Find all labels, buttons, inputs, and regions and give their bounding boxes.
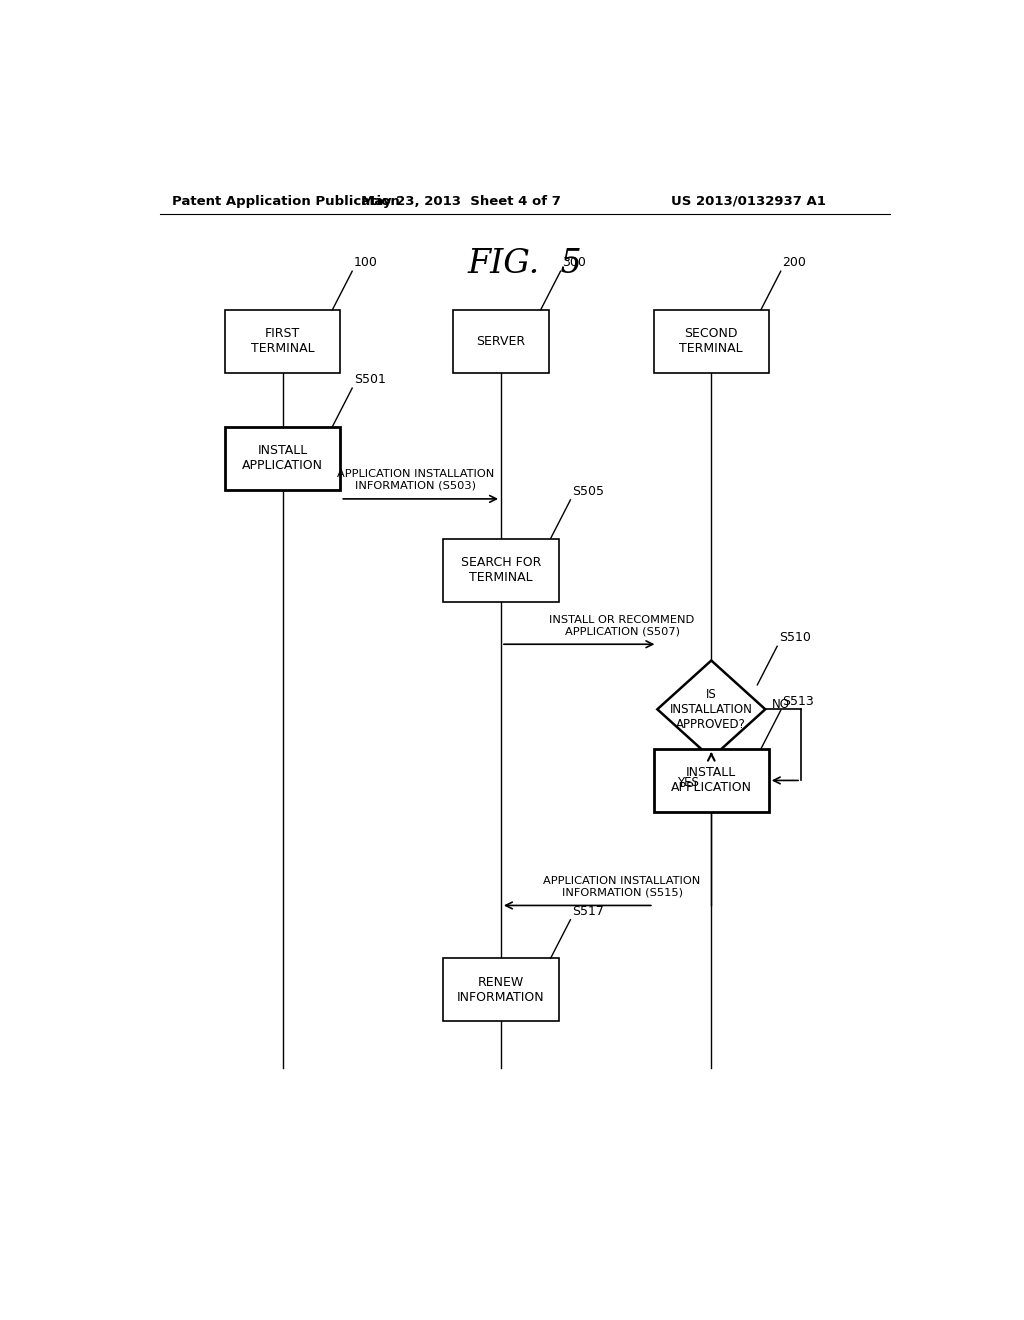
Text: S501: S501 [353, 374, 386, 385]
Text: US 2013/0132937 A1: US 2013/0132937 A1 [672, 194, 826, 207]
Text: S505: S505 [572, 484, 604, 498]
Text: 200: 200 [782, 256, 806, 269]
Text: 100: 100 [353, 256, 378, 269]
FancyBboxPatch shape [653, 310, 769, 372]
Text: May 23, 2013  Sheet 4 of 7: May 23, 2013 Sheet 4 of 7 [361, 194, 561, 207]
Text: YES: YES [678, 776, 699, 789]
FancyBboxPatch shape [225, 310, 340, 372]
Text: NO: NO [772, 698, 790, 710]
Text: SEARCH FOR
TERMINAL: SEARCH FOR TERMINAL [461, 556, 541, 583]
Text: S510: S510 [778, 631, 811, 644]
Text: FIRST
TERMINAL: FIRST TERMINAL [251, 327, 314, 355]
Text: 300: 300 [562, 256, 586, 269]
Text: APPLICATION INSTALLATION
INFORMATION (S503): APPLICATION INSTALLATION INFORMATION (S5… [337, 469, 495, 491]
Text: INSTALL
APPLICATION: INSTALL APPLICATION [671, 767, 752, 795]
Text: INSTALL OR RECOMMEND
APPLICATION (S507): INSTALL OR RECOMMEND APPLICATION (S507) [550, 615, 694, 636]
Text: SECOND
TERMINAL: SECOND TERMINAL [680, 327, 743, 355]
Text: FIG.  5: FIG. 5 [467, 248, 583, 280]
FancyBboxPatch shape [443, 539, 558, 602]
FancyBboxPatch shape [653, 748, 769, 812]
Text: S513: S513 [782, 696, 814, 709]
Text: IS
INSTALLATION
APPROVED?: IS INSTALLATION APPROVED? [670, 688, 753, 731]
Polygon shape [657, 660, 765, 758]
FancyBboxPatch shape [443, 958, 558, 1022]
Text: APPLICATION INSTALLATION
INFORMATION (S515): APPLICATION INSTALLATION INFORMATION (S5… [544, 875, 700, 898]
FancyBboxPatch shape [225, 426, 340, 490]
Text: INSTALL
APPLICATION: INSTALL APPLICATION [243, 445, 324, 473]
Text: Patent Application Publication: Patent Application Publication [172, 194, 399, 207]
Text: SERVER: SERVER [476, 335, 525, 348]
Text: S517: S517 [572, 904, 604, 917]
Text: RENEW
INFORMATION: RENEW INFORMATION [457, 975, 545, 1003]
FancyBboxPatch shape [454, 310, 549, 372]
